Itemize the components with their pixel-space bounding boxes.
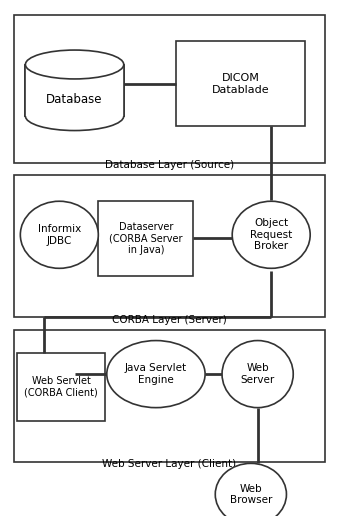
- Bar: [17, 353, 105, 421]
- Bar: [14, 175, 325, 317]
- Text: Dataserver
(CORBA Server
in Java): Dataserver (CORBA Server in Java): [109, 222, 182, 255]
- Text: Database: Database: [46, 93, 103, 106]
- Text: Web Servlet
(CORBA Client): Web Servlet (CORBA Client): [24, 376, 98, 398]
- Bar: [98, 201, 193, 276]
- Ellipse shape: [25, 102, 124, 131]
- Text: DICOM
Datablade: DICOM Datablade: [212, 73, 270, 94]
- Text: Informix
JDBC: Informix JDBC: [38, 224, 81, 246]
- Text: Web
Server: Web Server: [240, 363, 275, 385]
- Bar: [14, 15, 325, 163]
- Text: Object
Request
Broker: Object Request Broker: [250, 218, 292, 251]
- Ellipse shape: [107, 341, 205, 408]
- Bar: [25, 101, 124, 116]
- Ellipse shape: [232, 201, 310, 268]
- Ellipse shape: [20, 201, 98, 268]
- Bar: [176, 41, 305, 126]
- Bar: [14, 330, 325, 462]
- Text: Database Layer (Source): Database Layer (Source): [105, 160, 234, 170]
- Bar: [25, 64, 124, 116]
- Text: CORBA Layer (Server): CORBA Layer (Server): [112, 315, 227, 325]
- Ellipse shape: [25, 50, 124, 79]
- Ellipse shape: [222, 341, 293, 408]
- Ellipse shape: [215, 463, 286, 516]
- Text: Web Server Layer (Client): Web Server Layer (Client): [102, 459, 237, 469]
- Text: Java Servlet
Engine: Java Servlet Engine: [125, 363, 187, 385]
- Text: Web
Browser: Web Browser: [230, 483, 272, 505]
